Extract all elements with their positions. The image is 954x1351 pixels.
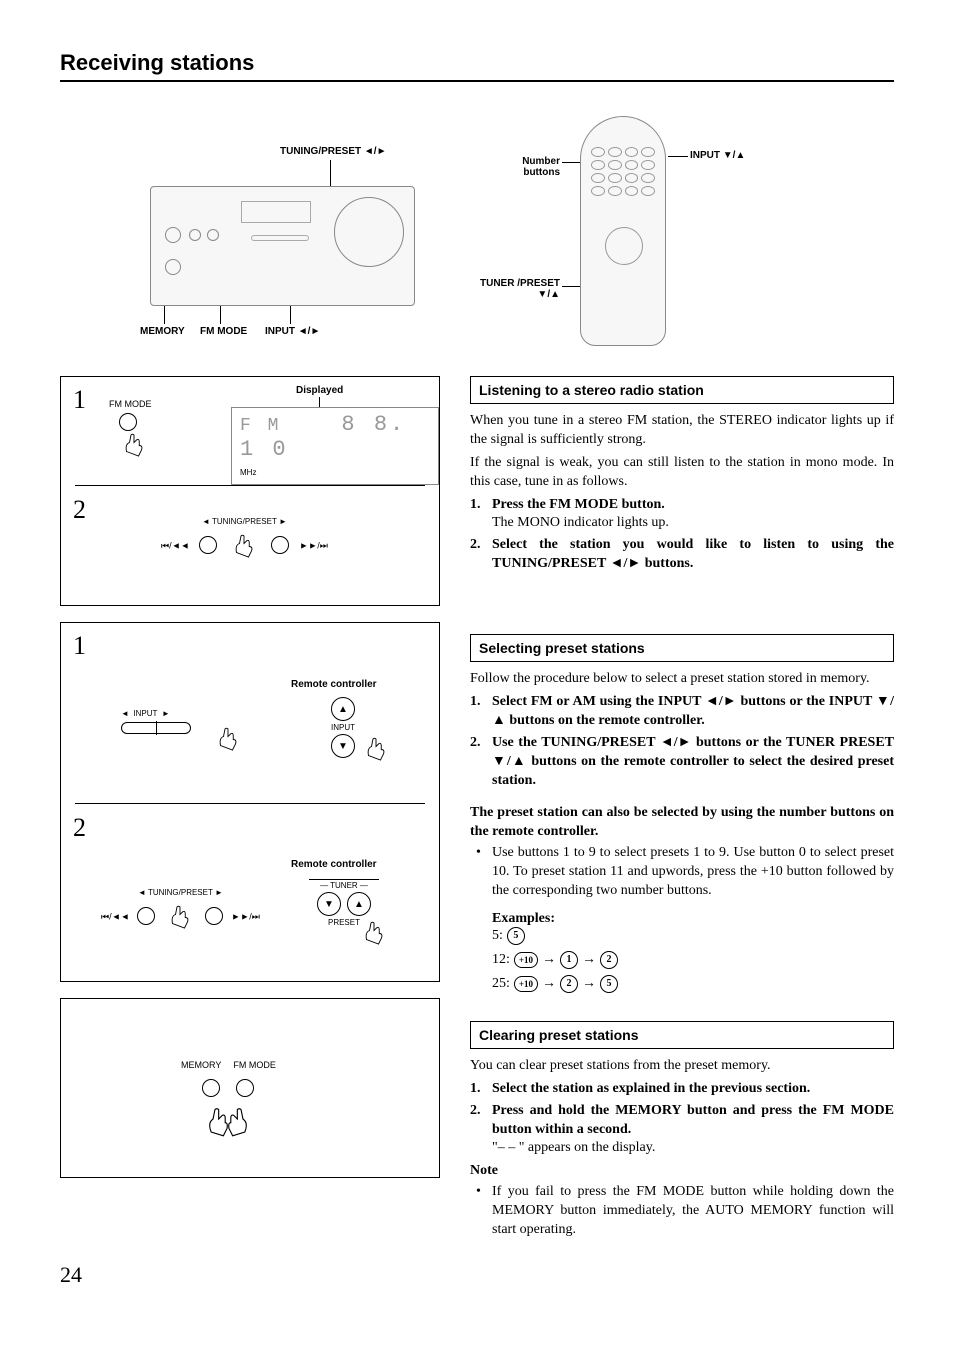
label-input-remote: INPUT bbox=[331, 723, 355, 732]
section-clearing: Clearing preset stations You can clear p… bbox=[470, 1021, 894, 1240]
button-5: 5 bbox=[507, 927, 525, 945]
hand-icon bbox=[211, 723, 245, 753]
label-input: INPUT bbox=[133, 709, 157, 718]
callout-input: INPUT ◄/► bbox=[265, 326, 320, 337]
label-remote-1: Remote controller bbox=[291, 679, 377, 690]
panel-listening-steps: 1 FM MODE Displayed F M 8 8. 1 0 MHz 2 ◄… bbox=[60, 376, 440, 606]
callout-number-buttons: Number buttons bbox=[500, 156, 560, 178]
clearing-intro: You can clear preset stations from the p… bbox=[470, 1057, 894, 1076]
listening-step-1: Press the FM MODE button. The MONO indic… bbox=[470, 496, 894, 534]
label-tuning-preset: TUNING/PRESET bbox=[212, 517, 277, 526]
button-2: 2 bbox=[560, 975, 578, 993]
heading-clearing: Clearing preset stations bbox=[470, 1021, 894, 1049]
hand-icon bbox=[163, 901, 197, 931]
label-tuning-preset-2: TUNING/PRESET bbox=[148, 888, 213, 897]
panel-selecting-steps: 1 Remote controller ◄ INPUT ► ▲ INPUT ▼ … bbox=[60, 622, 440, 982]
selecting-step-1: Select FM or AM using the INPUT ◄/► butt… bbox=[470, 693, 894, 731]
callout-memory: MEMORY bbox=[140, 326, 185, 337]
panel-clearing-steps: MEMORY FM MODE bbox=[60, 998, 440, 1178]
step-number-1: 1 bbox=[73, 385, 86, 415]
listening-intro-1: When you tune in a stereo FM station, th… bbox=[470, 412, 894, 450]
hand-icon bbox=[117, 429, 151, 459]
two-hands-icon bbox=[200, 1099, 256, 1139]
button-5: 5 bbox=[600, 975, 618, 993]
button-plus10: +10 bbox=[514, 976, 538, 992]
next-icon-2: ►►/⏭ bbox=[231, 912, 259, 922]
listening-step-2: Select the station you would like to lis… bbox=[470, 536, 894, 574]
label-tuner: TUNER bbox=[330, 881, 358, 890]
lcd-unit: MHz bbox=[240, 468, 256, 477]
listening-step-1-sub: The MONO indicator lights up. bbox=[492, 514, 894, 533]
arrow-icon bbox=[542, 952, 556, 968]
selecting-step-2: Use the TUNING/PRESET ◄/► buttons or the… bbox=[470, 734, 894, 791]
arrow-icon bbox=[582, 976, 596, 992]
callout-tuning-preset: TUNING/PRESET ◄/► bbox=[280, 146, 386, 157]
callout-input-remote: INPUT ▼/▲ bbox=[690, 150, 745, 161]
label-remote-2: Remote controller bbox=[291, 859, 377, 870]
examples-label: Examples: bbox=[492, 911, 894, 927]
section-listening: Listening to a stereo radio station When… bbox=[470, 376, 894, 574]
clearing-step-2-sub: "– – " appears on the display. bbox=[492, 1139, 894, 1158]
page-number: 24 bbox=[60, 1262, 82, 1288]
page-title: Receiving stations bbox=[60, 50, 894, 82]
example-row-12: 12: +10 1 2 bbox=[492, 951, 894, 969]
step-number-2: 2 bbox=[73, 495, 86, 525]
callout-fm-mode: FM MODE bbox=[200, 326, 247, 337]
hand-icon bbox=[359, 733, 393, 763]
prev-icon-2: ⏮/◄◄ bbox=[101, 912, 129, 922]
listening-intro-2: If the signal is weak, you can still lis… bbox=[470, 454, 894, 492]
heading-listening: Listening to a stereo radio station bbox=[470, 376, 894, 404]
heading-selecting: Selecting preset stations bbox=[470, 634, 894, 662]
label-displayed: Displayed bbox=[296, 385, 343, 396]
note-label: Note bbox=[470, 1162, 894, 1181]
step-number-2b: 2 bbox=[73, 813, 86, 843]
right-column: Listening to a stereo radio station When… bbox=[470, 376, 894, 1268]
left-column: 1 FM MODE Displayed F M 8 8. 1 0 MHz 2 ◄… bbox=[60, 376, 440, 1268]
arrow-icon bbox=[542, 976, 556, 992]
hand-icon bbox=[227, 530, 261, 560]
receiver-illustration bbox=[150, 186, 415, 306]
lcd-fm: F M bbox=[240, 416, 281, 436]
step-number-1b: 1 bbox=[73, 631, 86, 661]
section-selecting: Selecting preset stations Follow the pro… bbox=[470, 634, 894, 993]
example-row-5: 5: 5 bbox=[492, 927, 894, 945]
label-memory: MEMORY bbox=[181, 1060, 221, 1070]
button-2: 2 bbox=[600, 951, 618, 969]
hand-icon bbox=[357, 917, 391, 947]
callout-tuner-preset: TUNER /PRESET ▼/▲ bbox=[470, 278, 560, 300]
top-diagram-area: TUNING/PRESET ◄/► MEMORY FM MODE INPUT ◄… bbox=[60, 106, 894, 366]
clearing-note-bullet: If you fail to press the FM MODE button … bbox=[470, 1183, 894, 1240]
prev-icon: ⏮/◄◄ bbox=[161, 541, 189, 551]
label-fm-mode-2: FM MODE bbox=[233, 1060, 276, 1070]
button-plus10: +10 bbox=[514, 952, 538, 968]
clearing-step-1: Select the station as explained in the p… bbox=[470, 1080, 894, 1099]
selecting-bullet: Use buttons 1 to 9 to select presets 1 t… bbox=[470, 844, 894, 901]
example-row-25: 25: +10 2 5 bbox=[492, 975, 894, 993]
label-fm-mode: FM MODE bbox=[109, 399, 152, 409]
arrow-icon bbox=[582, 952, 596, 968]
button-1: 1 bbox=[560, 951, 578, 969]
remote-illustration bbox=[580, 116, 666, 346]
clearing-step-2: Press and hold the MEMORY button and pre… bbox=[470, 1102, 894, 1159]
preset-note: The preset station can also be selected … bbox=[470, 804, 894, 842]
selecting-intro: Follow the procedure below to select a p… bbox=[470, 670, 894, 689]
next-icon: ►►/⏭ bbox=[299, 541, 327, 551]
